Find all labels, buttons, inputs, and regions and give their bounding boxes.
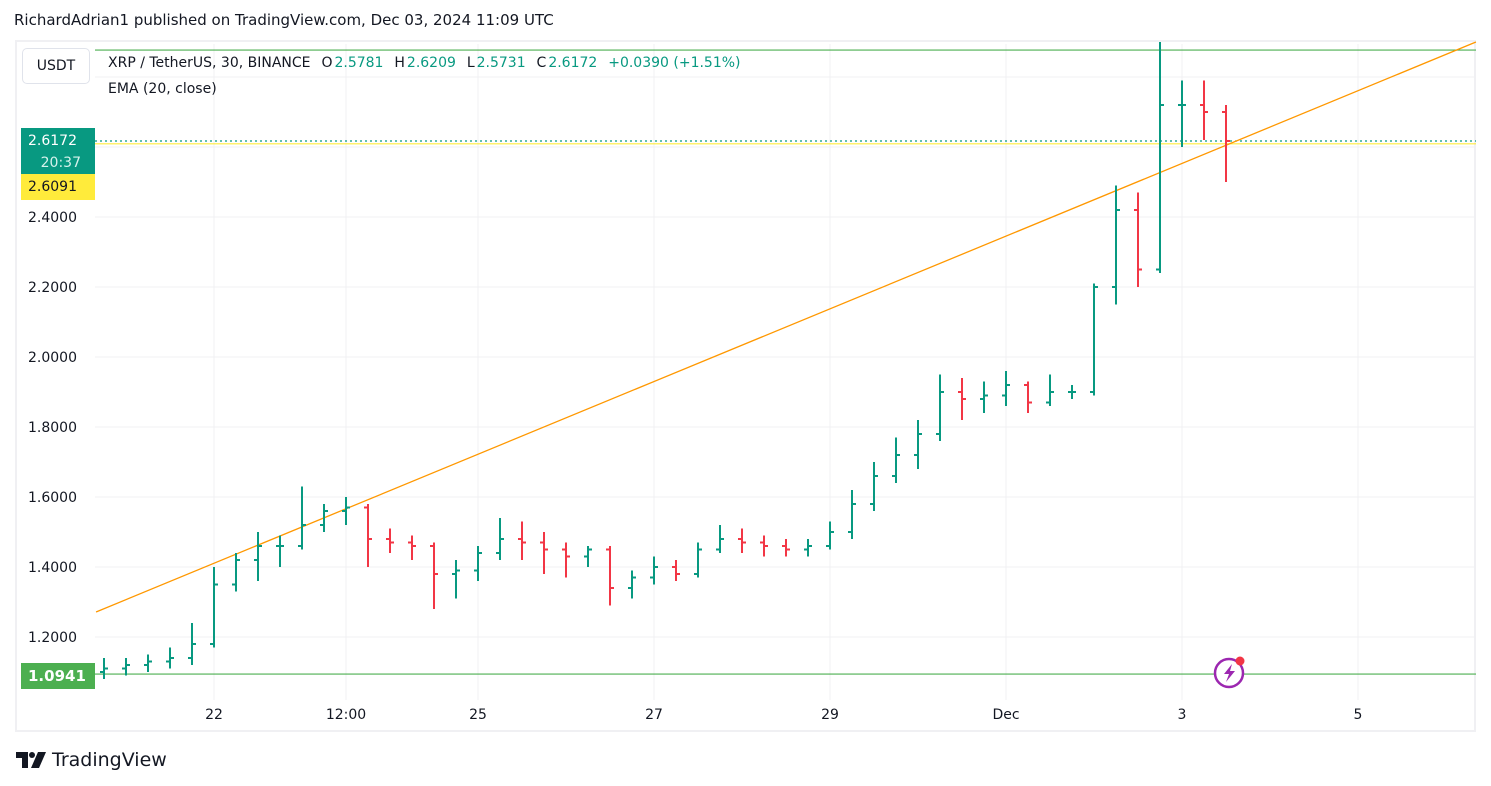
ohlc-bar — [254, 532, 262, 581]
y-tick-label: 1.4000 — [28, 560, 77, 576]
ohlc-bar — [100, 658, 108, 679]
high-label: H — [394, 55, 405, 71]
close-label: C — [536, 55, 547, 71]
trend-line — [95, 41, 1477, 613]
symbol-legend: XRP / TetherUS, 30, BINANCE O 2.5781 H 2.6… — [108, 55, 743, 71]
ohlc-bar — [518, 521, 526, 560]
last-price-label: 2.6172 20:37 — [21, 128, 95, 174]
ohlc-bar — [936, 374, 944, 441]
ohlc-bar — [210, 567, 218, 648]
ema-price-label: 2.6091 — [21, 174, 95, 200]
y-tick-label: 1.8000 — [28, 420, 77, 436]
y-tick-label: 1.6000 — [28, 490, 77, 506]
ohlc-bar — [650, 556, 658, 585]
ohlc-bar — [980, 381, 988, 413]
open-value: 2.5781 — [334, 55, 384, 71]
ohlc-bar — [1046, 374, 1054, 406]
ohlc-bar — [892, 437, 900, 483]
x-tick-label: 25 — [469, 707, 487, 723]
lightning-bolt-icon[interactable] — [1213, 655, 1247, 689]
ohlc-bar — [298, 486, 306, 550]
ohlc-bar — [804, 539, 812, 557]
ema-indicator-label[interactable]: EMA (20, close) — [108, 81, 217, 97]
x-tick-label: 3 — [1178, 707, 1187, 723]
ohlc-bar — [1178, 80, 1186, 147]
ohlc-bar — [606, 546, 614, 606]
ohlc-bar — [672, 560, 680, 581]
ohlc-bar — [342, 497, 350, 525]
change-value: +0.0390 (+1.51%) — [608, 55, 741, 71]
x-tick-label: 22 — [205, 707, 223, 723]
ohlc-bar — [1200, 80, 1208, 140]
y-tick-label: 2.2000 — [28, 280, 77, 296]
publisher-caption: RichardAdrian1 published on TradingView.… — [14, 11, 554, 29]
ohlc-bar — [870, 462, 878, 511]
high-value: 2.6209 — [406, 55, 456, 71]
ohlc-bar — [1024, 381, 1032, 413]
ohlc-bar — [958, 378, 966, 420]
ohlc-bar — [452, 560, 460, 599]
ohlc-bar — [166, 647, 174, 669]
ohlc-bar — [1134, 192, 1142, 287]
y-tick-label: 2.4000 — [28, 210, 77, 226]
ohlc-bar — [1156, 42, 1164, 273]
ohlc-bar — [474, 546, 482, 581]
low-value: 2.5731 — [476, 55, 526, 71]
currency-button[interactable]: USDT — [22, 48, 90, 84]
close-value: 2.6172 — [548, 55, 598, 71]
ohlc-bar — [914, 420, 922, 469]
ohlc-bar — [848, 490, 856, 539]
logo-text: TradingView — [52, 749, 167, 771]
ohlc-bar — [782, 539, 790, 557]
ohlc-bar — [408, 535, 416, 560]
ohlc-bar — [1112, 185, 1120, 305]
tradingview-logo-icon — [16, 752, 46, 768]
last-price: 2.6172 — [28, 133, 77, 149]
x-tick-label: 29 — [821, 707, 839, 723]
ohlc-bar — [1222, 105, 1230, 182]
ohlc-bar — [694, 542, 702, 578]
ohlc-bar — [496, 518, 504, 560]
ohlc-bar — [144, 654, 152, 672]
tradingview-logo[interactable]: TradingView — [16, 749, 167, 771]
ohlc-bar — [826, 521, 834, 550]
low-label: L — [466, 55, 475, 71]
x-tick-label: 5 — [1354, 707, 1363, 723]
ohlc-bar — [628, 570, 636, 599]
ohlc-bar — [122, 658, 130, 676]
hline-price-label: 1.0941 — [21, 663, 95, 689]
ohlc-bar — [1090, 283, 1098, 396]
ohlc-bar — [1002, 371, 1010, 406]
ohlc-bar — [320, 504, 328, 532]
ohlc-bar — [738, 528, 746, 553]
x-tick-label: Dec — [992, 707, 1019, 723]
ohlc-bar — [716, 525, 724, 553]
ohlc-bar — [386, 528, 394, 553]
y-tick-label: 2.0000 — [28, 350, 77, 366]
x-tick-label: 27 — [645, 707, 663, 723]
open-label: O — [321, 55, 333, 71]
y-tick-label: 1.2000 — [28, 630, 77, 646]
ohlc-bar — [188, 623, 196, 665]
ohlc-bar — [276, 535, 284, 567]
ohlc-bar — [540, 532, 548, 574]
x-tick-label: 12:00 — [326, 707, 366, 723]
ohlc-bar — [430, 542, 438, 609]
ohlc-bar — [562, 542, 570, 578]
ohlc-bar — [760, 535, 768, 557]
ohlc-bar — [1068, 385, 1076, 399]
ohlc-bar — [232, 553, 240, 592]
chart-frame — [15, 40, 1476, 732]
ohlc-bar — [584, 546, 592, 567]
symbol-title: XRP / TetherUS, 30, BINANCE — [108, 55, 311, 71]
ohlc-bar — [364, 504, 372, 567]
bar-countdown: 20:37 — [40, 155, 81, 171]
